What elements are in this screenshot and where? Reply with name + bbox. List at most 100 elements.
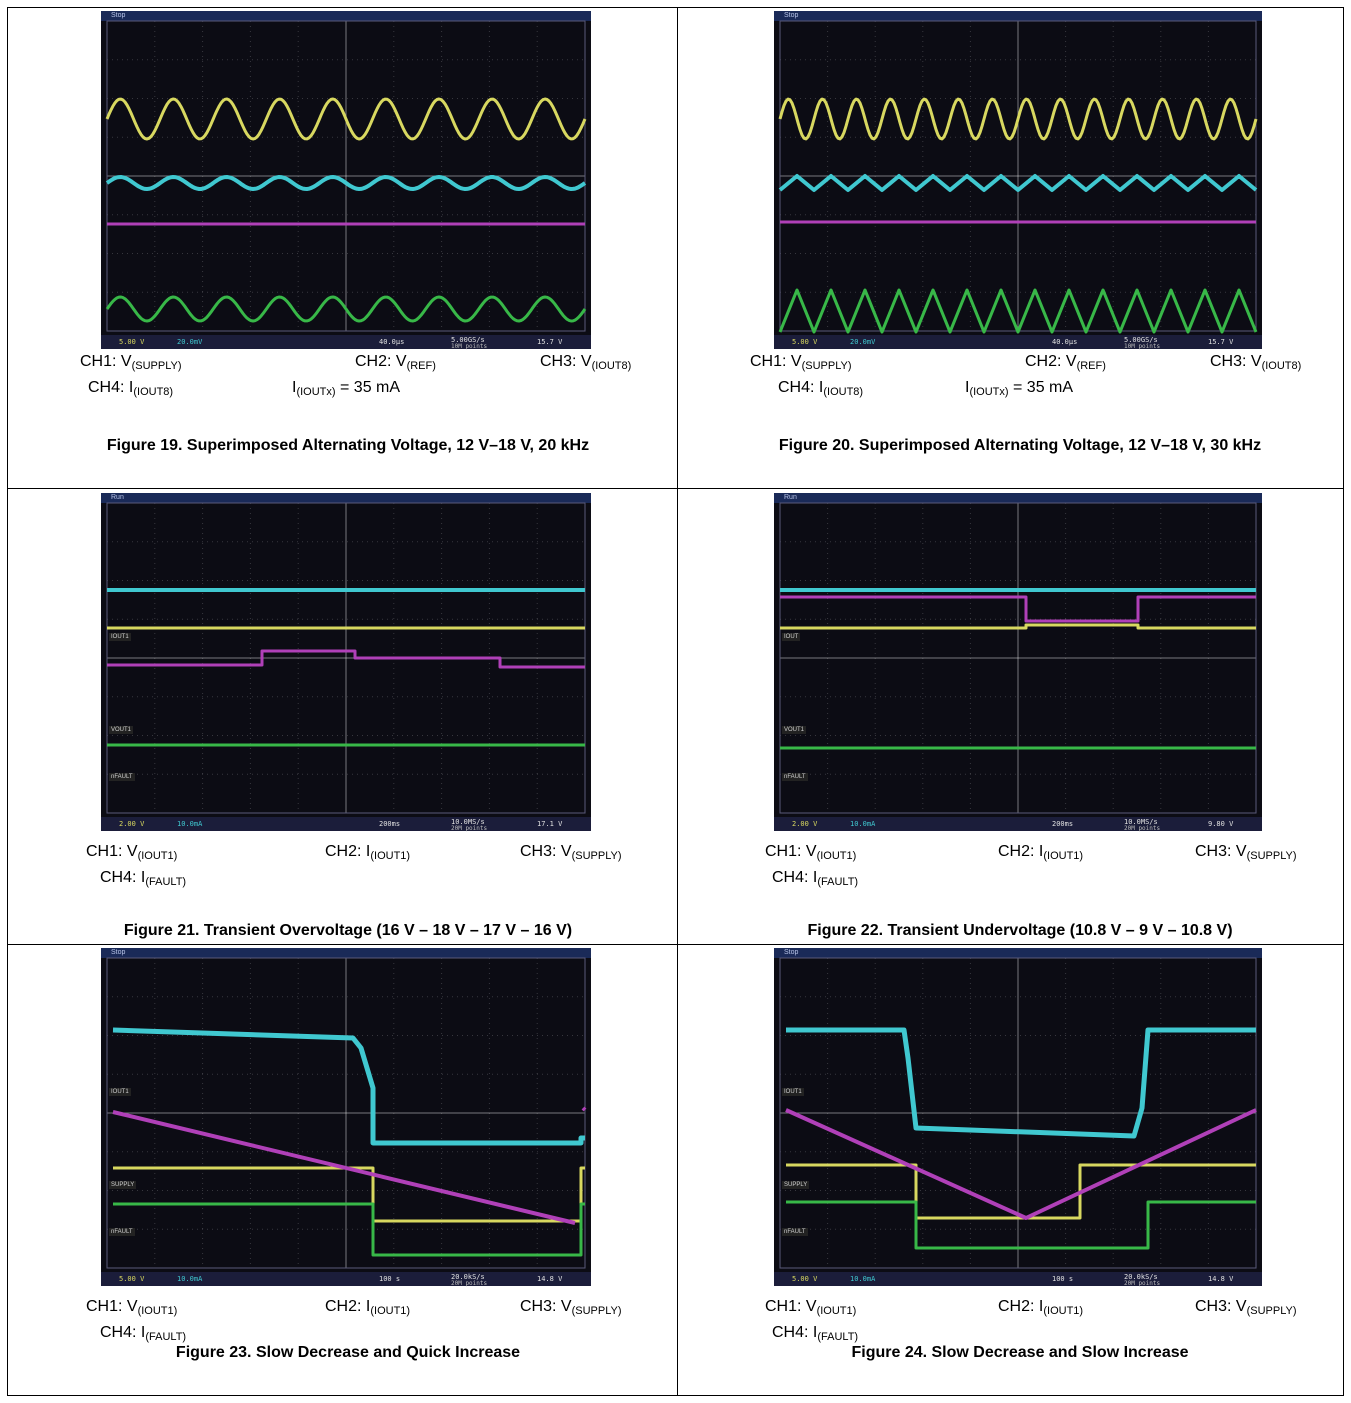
ch3-trace <box>785 1108 1257 1220</box>
channel-legend: CH1: V(SUPPLY) <box>80 353 182 372</box>
channel-legend: CH3: V(SUPPLY) <box>1195 843 1297 862</box>
status-trigger: 15.7 V <box>537 338 563 346</box>
ch2-trace <box>105 175 587 191</box>
scope-top-bar: Stop <box>101 11 591 21</box>
channel-legend: CH3: V(SUPPLY) <box>1195 1298 1297 1317</box>
status-ch1: 2.00 V <box>792 820 818 828</box>
status-ch2: 20.0mV <box>177 338 203 346</box>
status-ch1: 5.00 V <box>119 338 145 346</box>
status-timebase: 40.0µs <box>1052 338 1078 346</box>
scope-status-bar: 5.00 V 10.0mA 100 s 20.0kS/s 20M points 14.8 … <box>101 1272 591 1287</box>
status-points: 10M points <box>451 343 488 350</box>
status-ch1: 5.00 V <box>792 338 818 346</box>
ch1-trace <box>105 97 587 141</box>
scope-status-bar: 2.00 V 10.0mA 200ms 10.0MS/s 20M points 17.1 … <box>101 817 591 832</box>
channel-legend: CH1: V(IOUT1) <box>86 843 178 862</box>
channel-legend: CH4: I(FAULT) <box>100 1324 187 1343</box>
ch2-trace <box>786 1027 1256 1139</box>
plot-border <box>779 502 1257 814</box>
plot-border <box>106 20 586 332</box>
ch1-trace <box>780 623 1256 630</box>
status-trigger: 15.7 V <box>1208 338 1234 346</box>
status-sample: 10.0MS/s <box>451 818 485 826</box>
figure-title: Figure 22. Transient Undervoltage (10.8 … <box>807 922 1233 939</box>
scope-status-bar: 2.00 V 10.0mA 200ms 10.0MS/s 20M points 9.80 … <box>774 817 1262 832</box>
scope-status-bar: 5.00 V 20.0mV 40.0µs 5.00GS/s 10M points 15.7… <box>101 335 591 350</box>
plot-border <box>779 957 1257 1269</box>
channel-legend: CH1: V(IOUT1) <box>765 843 857 862</box>
ch4-trace <box>113 1202 585 1257</box>
scope-top-bar: Stop <box>774 11 1262 21</box>
figure-title: Figure 23. Slow Decrease and Quick Incre… <box>175 1344 521 1361</box>
status-ch2: 10.0mA <box>177 820 203 828</box>
status-points: 10M points <box>1124 343 1161 350</box>
status-points: 20M points <box>1124 1280 1161 1287</box>
status-timebase: 100 s <box>379 1275 401 1283</box>
channel-legend: CH2: I(IOUT1) <box>998 843 1084 862</box>
plot-border <box>106 502 586 814</box>
figure-title: Figure 19. Superimposed Alternating Volt… <box>106 437 590 454</box>
status-timebase: 100 s <box>1052 1275 1074 1283</box>
scope-plot <box>778 20 1258 334</box>
ch2-trace <box>778 174 1258 192</box>
channel-marker: nFAULT <box>782 773 808 781</box>
scope-top-bar: Run <box>774 493 1262 503</box>
status-sample: 20.0kS/s <box>451 1273 485 1281</box>
channel-legend: CH2: I(IOUT1) <box>325 843 411 862</box>
ch2-trace <box>112 1027 585 1146</box>
scope-status-bar: 5.00 V 20.0mV 40.0µs 5.00GS/s 10M points 15.7… <box>774 335 1262 350</box>
status-ch1: 2.00 V <box>119 820 145 828</box>
scope-top-bar: Stop <box>774 948 1262 958</box>
status-points: 20M points <box>1124 825 1161 832</box>
status-ch1: 5.00 V <box>792 1275 818 1283</box>
scope-top-bar: Stop <box>101 948 591 958</box>
status-sample: 10.0MS/s <box>1124 818 1158 826</box>
current-condition: I(IOUTx) = 35 mA <box>292 379 401 398</box>
channel-legend: CH4: I(FAULT) <box>772 1324 859 1343</box>
scope-plot <box>779 957 1257 1269</box>
channel-legend: CH2: V(REF) <box>355 353 436 372</box>
ch1-trace <box>113 1166 585 1223</box>
channel-legend: CH4: I(FAULT) <box>772 869 859 888</box>
scope-state: Run <box>784 494 797 501</box>
oscilloscope-capture: Run IOUT1 VOUT1 nFAULT 2.00 V 10.0mA 200ms 10.0… <box>101 493 591 832</box>
scope-state: Run <box>111 494 124 501</box>
scope-plot <box>105 20 587 332</box>
status-ch2: 10.0mA <box>850 1275 876 1283</box>
status-points: 20M points <box>451 1280 488 1287</box>
channel-marker: nFAULT <box>109 1228 135 1236</box>
channel-legend: CH1: V(SUPPLY) <box>750 353 852 372</box>
channel-legend: CH1: V(IOUT1) <box>765 1298 857 1317</box>
current-condition: I(IOUTx) = 35 mA <box>965 379 1074 398</box>
plot-border <box>106 957 586 1269</box>
status-trigger: 17.1 V <box>537 820 563 828</box>
channel-marker: IOUT <box>782 633 801 641</box>
figure-title: Figure 20. Superimposed Alternating Volt… <box>778 437 1262 454</box>
channel-legend: CH3: V(IOUT8) <box>540 353 632 372</box>
scope-state: Stop <box>784 949 799 956</box>
channel-legend: CH2: I(IOUT1) <box>998 1298 1084 1317</box>
table-divider-row2 <box>7 944 1344 945</box>
ch3-trace <box>107 649 585 669</box>
channel-marker: nFAULT <box>109 773 135 781</box>
channel-legend: CH4: I(FAULT) <box>100 869 187 888</box>
status-sample: 20.0kS/s <box>1124 1273 1158 1281</box>
channel-marker: IOUT1 <box>109 1088 131 1096</box>
status-timebase: 200ms <box>379 820 401 828</box>
oscilloscope-capture: Stop 5.00 V 20.0mV 40.0µs 5.00GS/s 10M points… <box>774 11 1262 350</box>
channel-marker: SUPPLY <box>782 1181 810 1189</box>
scope-plot <box>779 502 1257 814</box>
channel-marker: IOUT1 <box>782 1088 804 1096</box>
status-ch1: 5.00 V <box>119 1275 145 1283</box>
scope-top-bar: Run <box>101 493 591 503</box>
ch3-trace <box>780 595 1256 623</box>
scope-plot <box>106 957 587 1269</box>
table-divider-vertical <box>677 7 678 1396</box>
channel-marker: SUPPLY <box>109 1181 137 1189</box>
status-ch2: 20.0mV <box>850 338 876 346</box>
status-trigger: 14.8 V <box>1208 1275 1234 1283</box>
ch3-trace <box>581 1106 587 1112</box>
channel-legend: CH2: V(REF) <box>1025 353 1106 372</box>
channel-marker: IOUT1 <box>109 633 131 641</box>
scope-status-bar: 5.00 V 10.0mA 100 s 20.0kS/s 20M points 14.8 … <box>774 1272 1262 1287</box>
